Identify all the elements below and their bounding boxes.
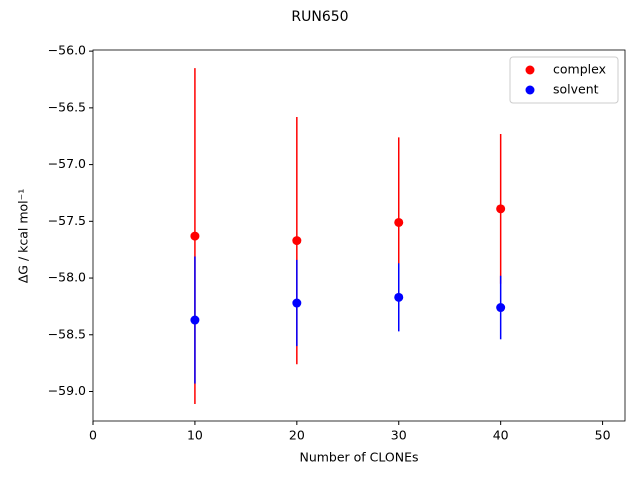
- data-point: [190, 315, 200, 325]
- x-tick-label: 20: [289, 428, 305, 443]
- data-point: [496, 303, 506, 313]
- y-tick-label: −58.0: [48, 270, 86, 285]
- x-tick-label: 50: [595, 428, 611, 443]
- chart-title: RUN650: [291, 9, 348, 25]
- plot-frame: [92, 49, 626, 422]
- x-tick-label: 30: [391, 428, 407, 443]
- data-point: [496, 204, 506, 214]
- data-point: [190, 231, 200, 241]
- y-tick-label: −58.5: [48, 326, 86, 341]
- legend-label: solvent: [553, 82, 599, 97]
- data-point: [292, 236, 302, 246]
- data-point: [394, 292, 404, 302]
- data-point: [292, 298, 302, 308]
- x-axis-label: Number of CLONEs: [299, 450, 418, 465]
- y-tick-label: −56.0: [48, 43, 86, 58]
- y-tick-label: −57.0: [48, 156, 86, 171]
- legend-marker: [525, 65, 535, 75]
- y-tick-label: −57.5: [48, 213, 86, 228]
- x-tick-label: 0: [89, 428, 97, 443]
- y-tick-label: −59.0: [48, 383, 86, 398]
- legend-box: [509, 56, 619, 104]
- y-tick-label: −56.5: [48, 99, 86, 114]
- data-point: [394, 217, 404, 227]
- legend-marker: [525, 85, 535, 95]
- x-tick-label: 40: [493, 428, 509, 443]
- x-tick-label: 10: [187, 428, 203, 443]
- legend-label: complex: [553, 62, 606, 77]
- y-axis-label: ΔG / kcal mol⁻¹: [16, 189, 31, 284]
